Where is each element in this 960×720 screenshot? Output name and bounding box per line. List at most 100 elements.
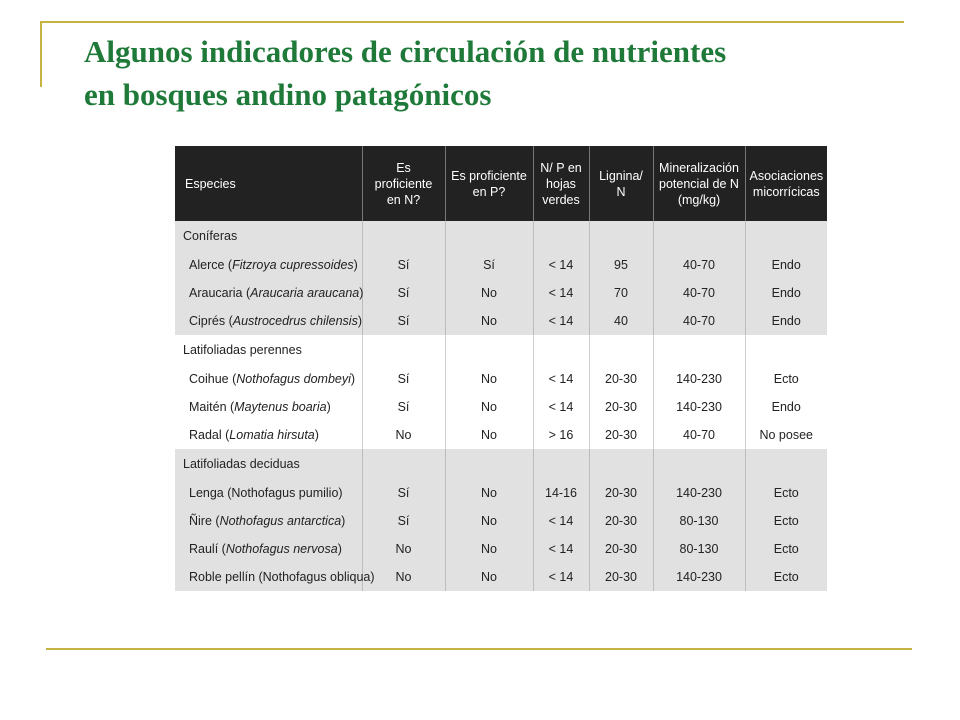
np-ratio-cell: < 14 [533, 535, 590, 563]
species-close-paren: ) [337, 542, 342, 556]
species-common-name: Ciprés ( [189, 314, 233, 328]
group-latifoliadas-perennes: Latifoliadas perennes Coihue (Nothofagus … [175, 335, 827, 449]
frame-top-rule [40, 21, 904, 23]
mycorrhiza-cell: Ecto [745, 535, 827, 563]
group-header-row: Latifoliadas perennes [175, 335, 827, 365]
species-common-name: Maitén ( [189, 400, 235, 414]
p-proficient-cell: No [445, 279, 534, 307]
lignin-n-cell: 20-30 [589, 421, 654, 449]
lignin-n-cell: 70 [589, 279, 654, 307]
species-cell: Maitén (Maytenus boaria) [175, 393, 363, 421]
frame-bottom-rule [46, 648, 912, 650]
species-common-name: Alerce ( [189, 258, 233, 272]
group-header-row: Coníferas [175, 221, 827, 251]
table-row: Lenga (Nothofagus pumilio) Sí No 14-16 20-30… [175, 479, 827, 507]
species-common-name: Ñire ( [189, 514, 220, 528]
lignin-n-cell: 20-30 [589, 563, 654, 591]
empty-cell [533, 335, 590, 365]
empty-cell [745, 449, 827, 479]
group-latifoliadas-deciduas: Latifoliadas deciduas Lenga (Nothofagus p… [175, 449, 827, 591]
np-ratio-cell: < 14 [533, 563, 590, 591]
header-n-proficient: Es proficiente en N? [362, 146, 446, 221]
slide-title: Algunos indicadores de circulación de nu… [84, 30, 924, 116]
n-proficient-cell: Sí [362, 507, 446, 535]
species-cell: Radal (Lomatia hirsuta) [175, 421, 363, 449]
lignin-n-cell: 20-30 [589, 393, 654, 421]
species-close-paren: ) [357, 314, 362, 328]
p-proficient-cell: No [445, 563, 534, 591]
lignin-n-cell: 95 [589, 251, 654, 279]
n-proficient-cell: Sí [362, 393, 446, 421]
mycorrhiza-cell: Ecto [745, 507, 827, 535]
empty-cell [653, 221, 746, 251]
header-species: Especies [175, 146, 363, 221]
empty-cell [445, 449, 534, 479]
empty-cell [533, 221, 590, 251]
mineralization-cell: 40-70 [653, 279, 746, 307]
mycorrhiza-cell: Endo [745, 279, 827, 307]
empty-cell [445, 221, 534, 251]
empty-cell [362, 449, 446, 479]
table-row: Araucaria (Araucaria araucana) Sí No < 14 70… [175, 279, 827, 307]
table-row: Coihue (Nothofagus dombeyi) Sí No < 14 20-30… [175, 365, 827, 393]
mycorrhiza-cell: Ecto [745, 365, 827, 393]
p-proficient-cell: No [445, 535, 534, 563]
empty-cell [589, 449, 654, 479]
p-proficient-cell: No [445, 421, 534, 449]
species-common-name: Coihue ( [189, 372, 237, 386]
np-ratio-cell: < 14 [533, 307, 590, 335]
header-lignin-n: Lignina/ N [589, 146, 654, 221]
empty-cell [745, 221, 827, 251]
lignin-n-cell: 20-30 [589, 479, 654, 507]
species-common-name: Lenga (Nothofagus pumilio) [189, 486, 343, 500]
mycorrhiza-cell: Endo [745, 393, 827, 421]
p-proficient-cell: No [445, 307, 534, 335]
np-ratio-cell: < 14 [533, 251, 590, 279]
species-common-name: Raulí ( [189, 542, 226, 556]
empty-cell [362, 221, 446, 251]
table-header-row: Especies Es proficiente en N? Es profici… [175, 146, 827, 221]
p-proficient-cell: No [445, 393, 534, 421]
empty-cell [589, 335, 654, 365]
group-label: Coníferas [175, 221, 363, 251]
header-p-proficient: Es proficiente en P? [445, 146, 534, 221]
group-label: Latifoliadas perennes [175, 335, 363, 365]
empty-cell [653, 335, 746, 365]
species-scientific-name: Nothofagus dombeyi [236, 372, 351, 386]
slide-title-line-2: en bosques andino patagónicos [84, 77, 492, 112]
species-cell: Alerce (Fitzroya cupressoides) [175, 251, 363, 279]
mineralization-cell: 140-230 [653, 365, 746, 393]
header-mycorrhiza: Asociaciones micorrícicas [745, 146, 827, 221]
species-scientific-name: Nothofagus nervosa [225, 542, 338, 556]
species-common-name: Araucaria ( [189, 286, 251, 300]
mycorrhiza-cell: Endo [745, 307, 827, 335]
np-ratio-cell: < 14 [533, 279, 590, 307]
species-scientific-name: Fitzroya cupressoides [232, 258, 354, 272]
species-scientific-name: Nothofagus antarctica [219, 514, 342, 528]
table-row: Ciprés (Austrocedrus chilensis) Sí No < 14 4… [175, 307, 827, 335]
mineralization-cell: 80-130 [653, 535, 746, 563]
mycorrhiza-cell: Ecto [745, 563, 827, 591]
n-proficient-cell: No [362, 421, 446, 449]
table-row: Ñire (Nothofagus antarctica) Sí No < 14 20-3… [175, 507, 827, 535]
species-cell: Ciprés (Austrocedrus chilensis) [175, 307, 363, 335]
n-proficient-cell: Sí [362, 279, 446, 307]
species-scientific-name: Maytenus boaria [234, 400, 327, 414]
n-proficient-cell: No [362, 535, 446, 563]
lignin-n-cell: 40 [589, 307, 654, 335]
table-row: Radal (Lomatia hirsuta) No No > 16 20-30 40-7… [175, 421, 827, 449]
empty-cell [362, 335, 446, 365]
mycorrhiza-cell: No posee [745, 421, 827, 449]
p-proficient-cell: No [445, 365, 534, 393]
n-proficient-cell: Sí [362, 365, 446, 393]
species-common-name: Radal ( [189, 428, 230, 442]
mycorrhiza-cell: Endo [745, 251, 827, 279]
group-label: Latifoliadas deciduas [175, 449, 363, 479]
n-proficient-cell: No [362, 563, 446, 591]
mineralization-cell: 140-230 [653, 563, 746, 591]
species-scientific-name: Lomatia hirsuta [229, 428, 315, 442]
table-row: Raulí (Nothofagus nervosa) No No < 14 20-30 8… [175, 535, 827, 563]
species-cell: Coihue (Nothofagus dombeyi) [175, 365, 363, 393]
mineralization-cell: 140-230 [653, 393, 746, 421]
header-np-ratio: N/ P en hojas verdes [533, 146, 590, 221]
